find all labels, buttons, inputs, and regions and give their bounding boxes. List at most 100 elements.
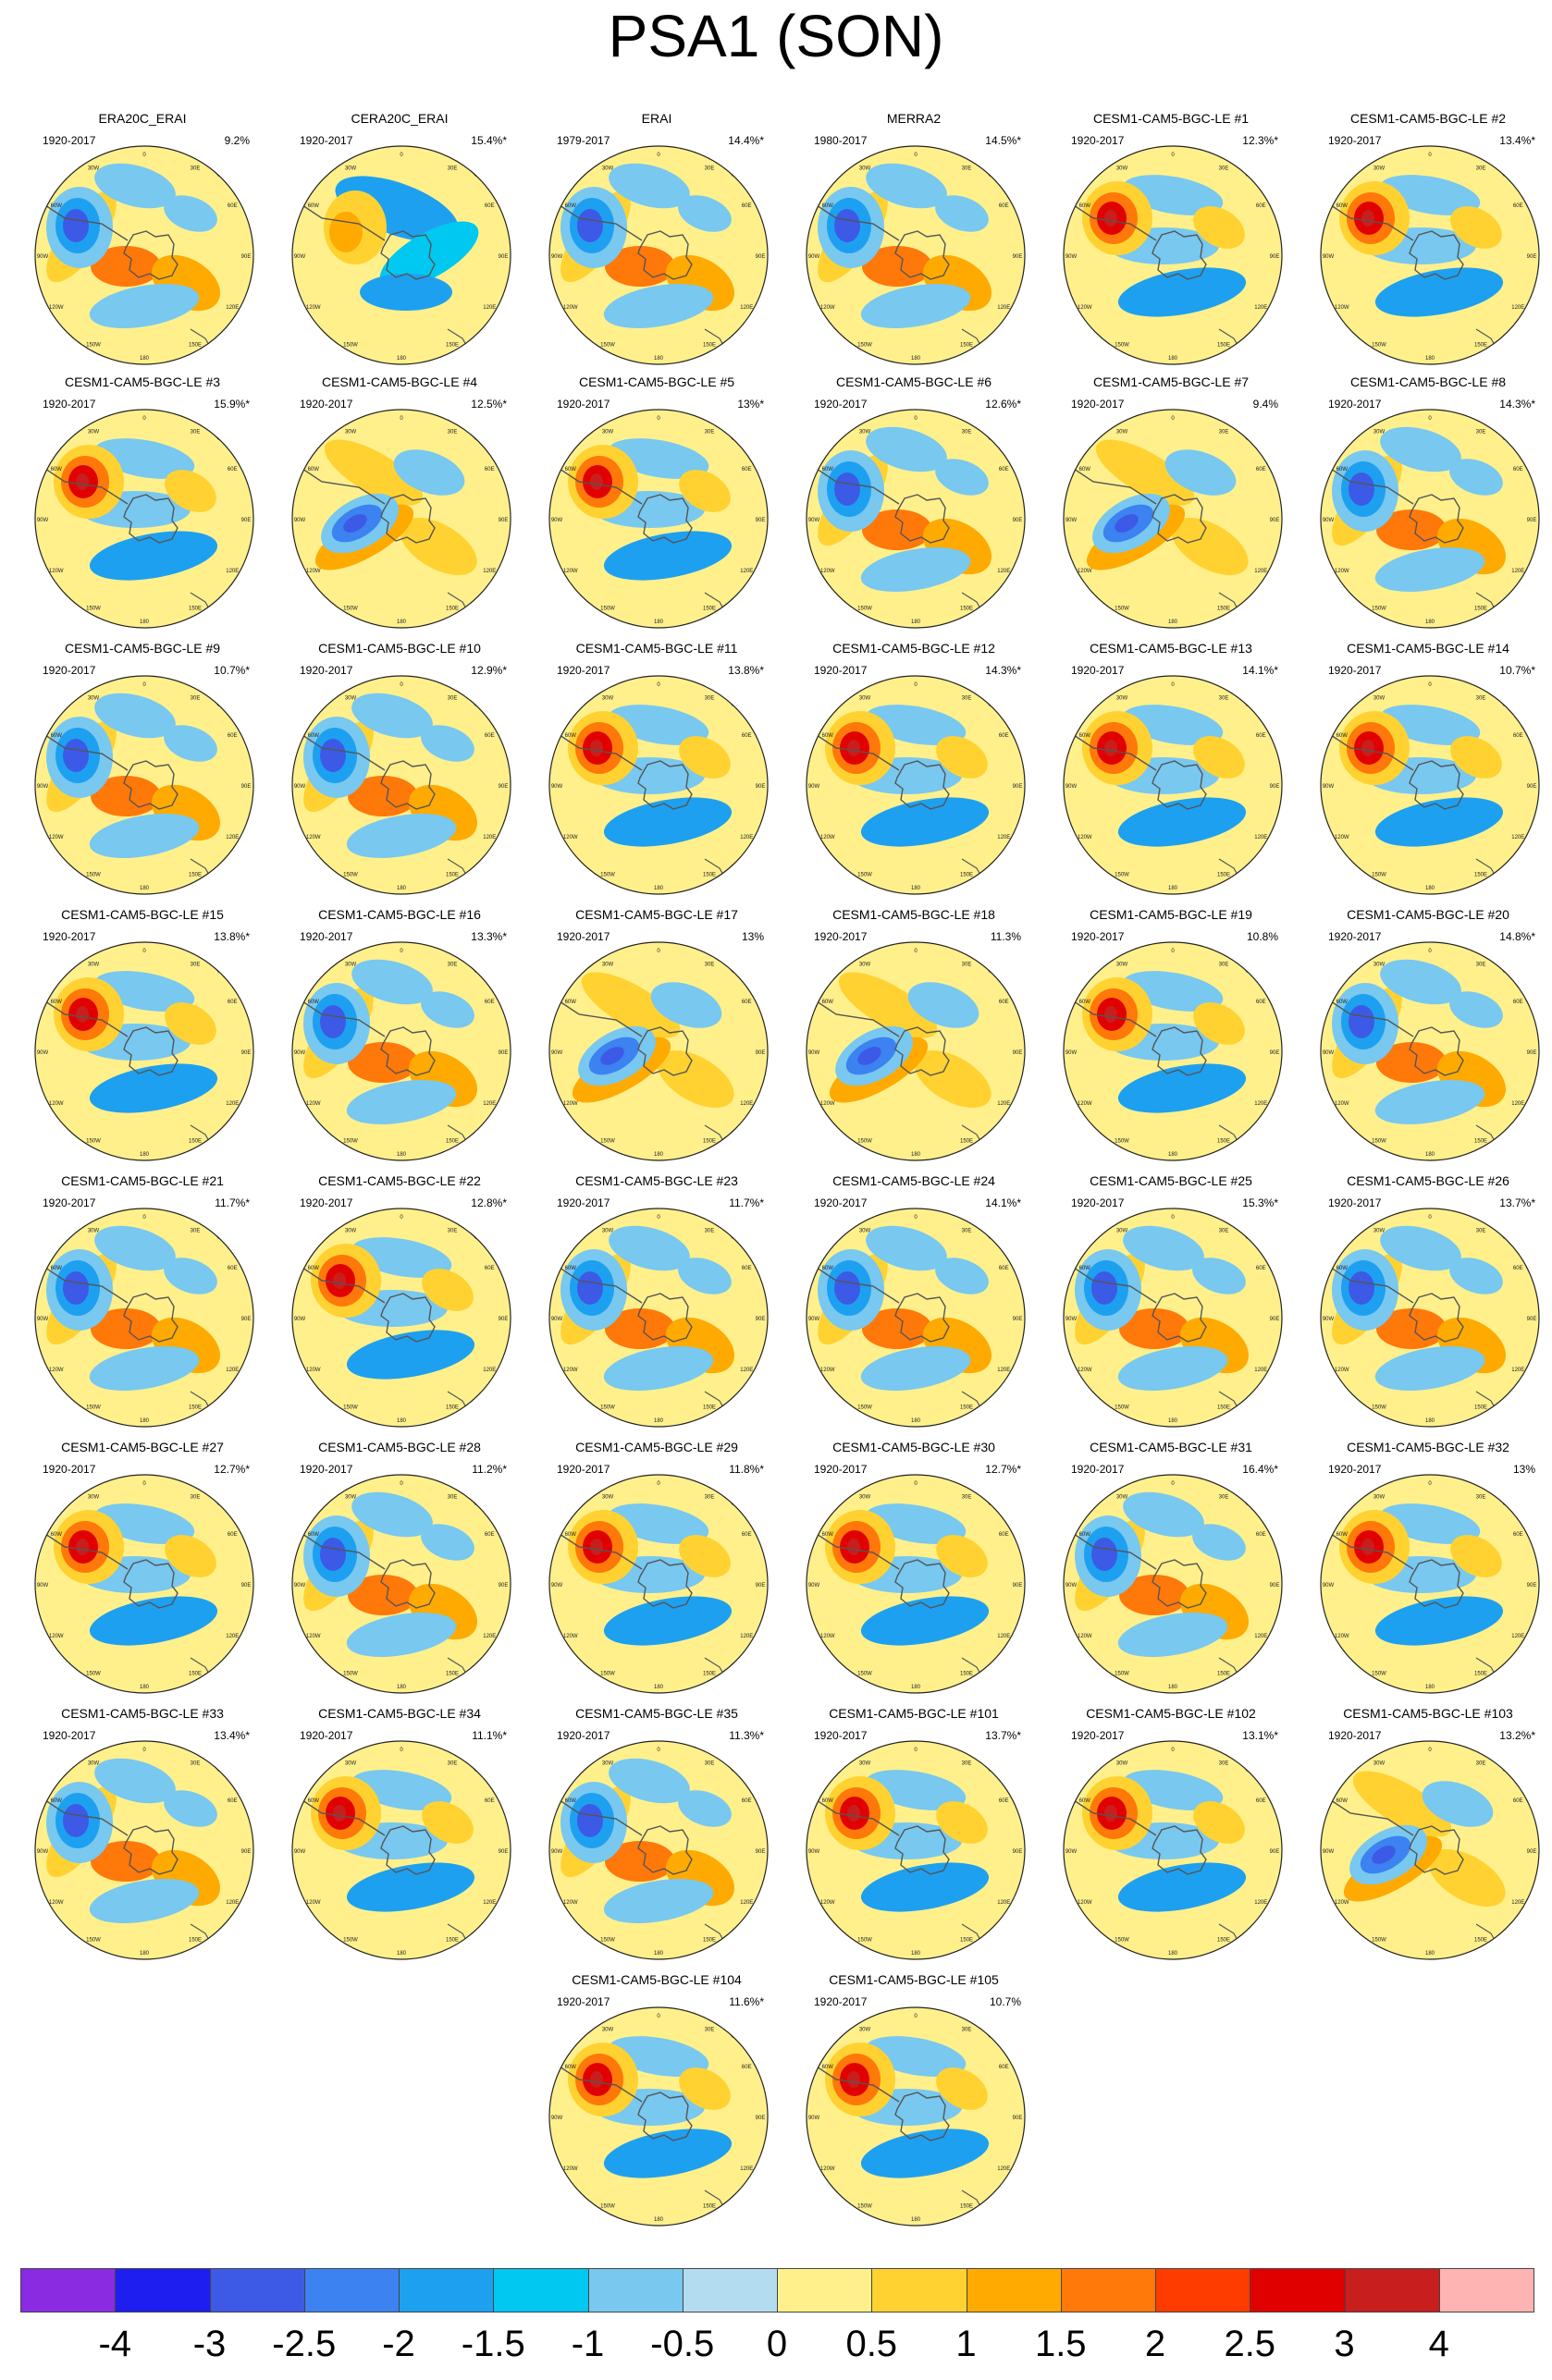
map-border [291, 1474, 511, 1694]
anomaly-contour-8 [603, 1878, 714, 1924]
longitude-label: 150W [600, 1671, 615, 1676]
south-america-coast [1322, 995, 1414, 1037]
panel-title: CESM1-CAM5-BGC-LE #22 [318, 1173, 481, 1188]
longitude-label: 150E [446, 1937, 459, 1943]
longitude-label: 90E [1527, 1050, 1537, 1056]
panel-title: CESM1-CAM5-BGC-LE #30 [832, 1440, 995, 1454]
longitude-label: 150E [1474, 606, 1487, 611]
south-america-coast [1322, 199, 1414, 241]
colorbar-swatch [209, 2268, 305, 2313]
panel-period: 1920-2017 [300, 930, 353, 943]
longitude-label: 0 [1428, 153, 1432, 158]
longitude-label: 30W [1116, 1229, 1128, 1234]
polar-map: 0 30E 60E 90E 120E 150E 180 150W 120W 90W 60W 30W [806, 1740, 1026, 1960]
map-border [34, 1474, 254, 1694]
longitude-label: 0 [657, 949, 660, 954]
anomaly-contour-4 [1192, 1257, 1246, 1294]
longitude-label: 180 [397, 1152, 407, 1158]
longitude-label: 90W [808, 1583, 820, 1589]
longitude-label: 120W [49, 1634, 64, 1639]
longitude-label: 0 [1428, 1215, 1432, 1221]
south-america-coast [1065, 1261, 1157, 1304]
colorbar: -4 -3 -2.5 -2 -1.5 -1 -0.5 0 0.5 1 1.5 2 2.5 3 4 [20, 2268, 1534, 2370]
longitude-label: 90W [294, 784, 306, 790]
map-panel: CESM1-CAM5-BGC-LE #16 1920-2017 13.3%* 0 30E… [272, 907, 527, 1166]
longitude-label: 30E [705, 2028, 715, 2033]
longitude-label: 90W [551, 1050, 563, 1056]
longitude-label: 60W [1336, 1000, 1349, 1005]
panel-title: CESM1-CAM5-BGC-LE #2 [1349, 111, 1507, 126]
longitude-label: 150W [343, 1405, 358, 1410]
map-panel: CESM1-CAM5-BGC-LE #35 1920-2017 11.3%* 0 30E… [529, 1706, 784, 1965]
longitude-label: 30W [345, 1229, 357, 1234]
antarctica-outline [894, 494, 950, 544]
panel-period: 1920-2017 [814, 398, 868, 411]
longitude-label: 150W [86, 606, 101, 611]
map-panel: CESM1-CAM5-BGC-LE #20 1920-2017 14.8%* 0 30E… [1300, 907, 1552, 1166]
longitude-label: 150W [343, 342, 358, 348]
longitude-label: 30W [1373, 1761, 1386, 1767]
longitude-label: 120E [226, 1101, 239, 1107]
longitude-label: 180 [1168, 1951, 1178, 1957]
longitude-label: 60W [565, 1000, 577, 1005]
longitude-label: 180 [140, 1152, 150, 1158]
panel-period: 1920-2017 [1071, 1196, 1125, 1209]
longitude-label: 120E [1254, 1634, 1267, 1639]
polar-map: 0 30E 60E 90E 120E 150E 180 150W 120W 90W 60W 30W [1063, 1474, 1283, 1694]
longitude-label: 30E [705, 166, 715, 172]
anomaly-contour-7 [320, 739, 346, 772]
longitude-label: 90E [756, 518, 766, 523]
panel-title: CESM1-CAM5-BGC-LE #16 [318, 907, 481, 922]
south-america-coast [807, 199, 900, 241]
longitude-label: 90E [1013, 254, 1023, 260]
longitude-label: 120E [997, 569, 1010, 574]
longitude-label: 30W [345, 166, 357, 172]
colorbar-tick-label: 4 [1428, 2324, 1449, 2364]
anomaly-field [807, 146, 1025, 364]
anomaly-contour-7 [320, 1005, 346, 1038]
longitude-label: 0 [914, 949, 918, 954]
anomaly-field [549, 676, 768, 894]
longitude-label: 60E [228, 733, 238, 739]
longitude-label: 60E [228, 467, 238, 472]
anomaly-contour-8 [89, 283, 200, 329]
polar-map: 0 30E 60E 90E 120E 150E 180 150W 120W 90W 60W 30W [291, 409, 511, 629]
anomaly-contour-1 [860, 1862, 990, 1912]
polar-map: 0 30E 60E 90E 120E 150E 180 150W 120W 90W 60W 30W [34, 145, 254, 365]
longitude-label: 30W [1373, 430, 1386, 436]
anomaly-contour-6 [343, 514, 367, 533]
longitude-label: 0 [400, 1748, 403, 1753]
longitude-label: 90W [808, 254, 820, 260]
longitude-label: 180 [1425, 886, 1435, 891]
longitude-label: 60E [228, 1798, 238, 1804]
anomaly-field [1064, 1475, 1282, 1693]
longitude-label: 120E [1511, 835, 1524, 840]
panel-variance-percent: 11.1%* [472, 1729, 507, 1742]
longitude-label: 60W [1079, 1532, 1091, 1538]
anomaly-contour-7 [63, 1804, 89, 1837]
map-panel: CESM1-CAM5-BGC-LE #104 1920-2017 11.6%* 0 30… [529, 1972, 784, 2231]
longitude-label: 60W [822, 1532, 834, 1538]
anomaly-contour-1 [1374, 1596, 1504, 1646]
longitude-label: 180 [1168, 1418, 1178, 1424]
longitude-label: 120E [483, 1634, 496, 1639]
antarctica-outline [123, 1293, 179, 1343]
anomaly-contour-7 [1104, 740, 1117, 756]
map-border [806, 409, 1026, 629]
map-border [34, 941, 254, 1161]
colorbar-swatch [1438, 2268, 1534, 2313]
longitude-label: 90W [37, 784, 49, 790]
longitude-label: 180 [140, 886, 150, 891]
map-panel: CESM1-CAM5-BGC-LE #13 1920-2017 14.1%* 0 30E… [1043, 641, 1299, 900]
panel-title: CESM1-CAM5-BGC-LE #8 [1349, 374, 1507, 389]
longitude-label: 120W [1078, 835, 1092, 840]
longitude-label: 90E [499, 518, 509, 523]
longitude-label: 90E [1270, 1050, 1280, 1056]
longitude-label: 30E [448, 166, 458, 172]
antarctica-outline [894, 760, 950, 810]
longitude-label: 0 [914, 2014, 918, 2019]
longitude-label: 30E [962, 1761, 972, 1767]
panel-period: 1920-2017 [1071, 134, 1125, 147]
antarctica-outline [123, 494, 179, 544]
longitude-label: 0 [1171, 682, 1175, 688]
